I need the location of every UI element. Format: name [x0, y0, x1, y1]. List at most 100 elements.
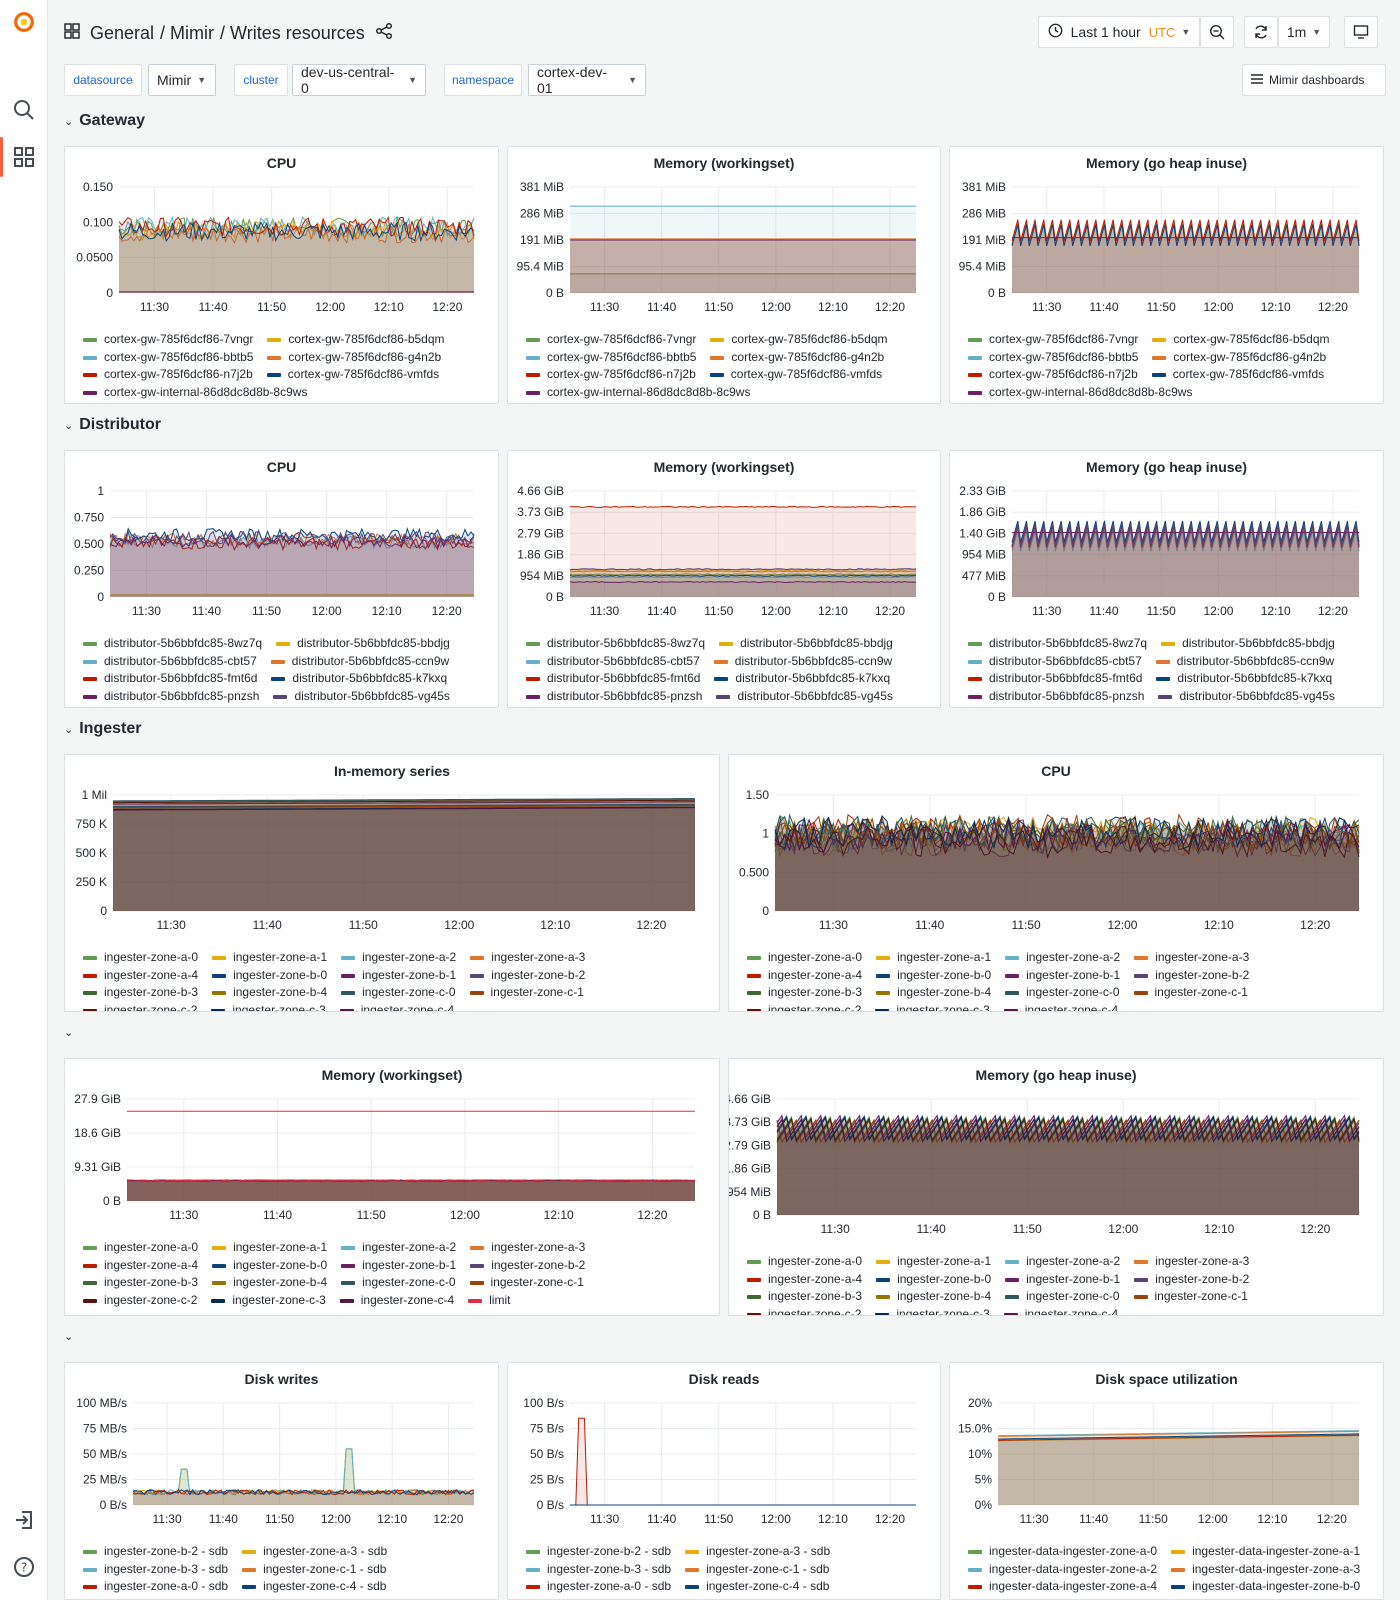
legend-item[interactable]: distributor-5b6bbfdc85-8wz7q	[83, 635, 262, 653]
legend-item[interactable]: ingester-zone-a-4	[83, 1257, 198, 1275]
panel-ingester-series[interactable]: In-memory series 1 Mil 750 K 500 K 250 K 0 11:…	[64, 754, 720, 1012]
legend-item[interactable]: limit	[468, 1292, 510, 1310]
legend-item[interactable]: cortex-gw-785f6dcf86-bbtb5	[83, 349, 253, 367]
legend-item[interactable]: ingester-zone-c-4 - sdb	[242, 1578, 386, 1596]
legend-item[interactable]: distributor-5b6bbfdc85-ccn9w	[270, 653, 449, 671]
legend-item[interactable]: ingester-zone-b-2	[470, 967, 585, 985]
legend-item[interactable]: ingester-zone-c-3	[875, 1002, 990, 1011]
legend-item[interactable]: ingester-zone-c-4	[339, 1292, 454, 1310]
legend-item[interactable]: cortex-gw-internal-86d8dc8d8b-8c9ws	[526, 384, 750, 402]
legend-item[interactable]: ingester-zone-c-1	[1133, 984, 1248, 1002]
legend-item[interactable]: ingester-zone-c-3	[875, 1306, 990, 1315]
legend-item[interactable]: ingester-zone-c-4	[339, 1002, 454, 1011]
legend-item[interactable]: distributor-5b6bbfdc85-8wz7q	[968, 635, 1147, 653]
legend-item[interactable]: cortex-gw-785f6dcf86-7vngr	[968, 331, 1138, 349]
share-icon[interactable]	[375, 22, 393, 45]
legend-item[interactable]: ingester-zone-a-3	[1134, 949, 1249, 967]
legend-item[interactable]: ingester-zone-b-0	[876, 1271, 991, 1289]
legend-item[interactable]: ingester-zone-a-4	[83, 967, 198, 985]
dashboards-icon[interactable]	[12, 145, 36, 169]
legend-item[interactable]: distributor-5b6bbfdc85-vg45s	[716, 688, 893, 706]
row-ingester[interactable]: ⌄ Ingester	[64, 720, 141, 738]
legend-item[interactable]: cortex-gw-785f6dcf86-n7j2b	[968, 366, 1138, 384]
legend-item[interactable]: ingester-zone-c-3	[211, 1002, 326, 1011]
legend-item[interactable]: ingester-zone-c-1	[469, 1274, 584, 1292]
legend-item[interactable]: ingester-zone-c-2	[747, 1002, 861, 1011]
legend-item[interactable]: ingester-zone-b-3	[747, 984, 862, 1002]
datasource-select[interactable]: Mimir ▼	[148, 64, 216, 96]
legend-item[interactable]: ingester-zone-c-4	[1003, 1002, 1118, 1011]
legend-item[interactable]: ingester-zone-b-2	[470, 1257, 585, 1275]
breadcrumb-folder[interactable]: General	[90, 22, 155, 43]
legend-item[interactable]: ingester-zone-b-2	[1134, 967, 1249, 985]
legend-item[interactable]: distributor-5b6bbfdc85-vg45s	[1158, 688, 1335, 706]
legend-item[interactable]: ingester-zone-b-0	[876, 967, 991, 985]
legend-item[interactable]: cortex-gw-785f6dcf86-g4n2b	[1152, 349, 1326, 367]
refresh-interval-picker[interactable]: 1m ▼	[1278, 16, 1330, 48]
legend-item[interactable]: cortex-gw-internal-86d8dc8d8b-8c9ws	[83, 384, 307, 402]
legend-item[interactable]: ingester-zone-b-1	[341, 1257, 456, 1275]
legend-item[interactable]: ingester-zone-c-1 - sdb	[242, 1561, 386, 1579]
legend-item[interactable]: cortex-gw-internal-86d8dc8d8b-8c9ws	[968, 384, 1192, 402]
legend-item[interactable]: ingester-zone-c-4 - sdb	[685, 1578, 829, 1596]
legend-item[interactable]: cortex-gw-785f6dcf86-vmfds	[266, 366, 439, 384]
legend-item[interactable]: distributor-5b6bbfdc85-bbdjg	[1161, 635, 1335, 653]
legend-item[interactable]: ingester-data-ingester-zone-a-4	[968, 1578, 1157, 1596]
legend-item[interactable]: ingester-zone-a-3	[470, 1239, 585, 1257]
legend-item[interactable]: ingester-zone-c-0	[341, 1274, 456, 1292]
legend-item[interactable]: distributor-5b6bbfdc85-vg45s	[273, 688, 450, 706]
legend-item[interactable]: cortex-gw-785f6dcf86-n7j2b	[526, 366, 696, 384]
mimir-dashboards-link[interactable]: Mimir dashboards	[1242, 64, 1386, 96]
row-gateway[interactable]: ⌄ Gateway	[64, 112, 145, 130]
legend-item[interactable]: distributor-5b6bbfdc85-cbt57	[83, 653, 257, 671]
legend-item[interactable]: cortex-gw-785f6dcf86-bbtb5	[968, 349, 1138, 367]
legend-item[interactable]: ingester-zone-c-1 - sdb	[685, 1561, 829, 1579]
legend-item[interactable]: ingester-zone-a-1	[212, 949, 327, 967]
legend-item[interactable]: distributor-5b6bbfdc85-fmt6d	[968, 670, 1142, 688]
panel-distributor-memory-workingset[interactable]: Memory (workingset) 4.66 GiB 3.73 GiB 2.79 …	[507, 450, 941, 708]
panel-ingester-cpu[interactable]: CPU 1.50 1 0.500 0 11:30 11:40 11:50 12:00 12:10 1…	[728, 754, 1384, 1012]
legend-item[interactable]: ingester-zone-c-2	[83, 1292, 197, 1310]
legend-item[interactable]: ingester-zone-a-0	[83, 949, 198, 967]
legend-item[interactable]: ingester-data-ingester-zone-a-2	[968, 1561, 1157, 1579]
legend-item[interactable]: ingester-zone-b-1	[341, 967, 456, 985]
panel-ingester-memory-heap[interactable]: Memory (go heap inuse) 4.66 GiB 3.73 GiB 2.…	[728, 1058, 1384, 1316]
legend-item[interactable]: cortex-gw-785f6dcf86-vmfds	[1151, 366, 1324, 384]
row-distributor[interactable]: ⌄ Distributor	[64, 416, 161, 434]
legend-item[interactable]: ingester-zone-a-0 - sdb	[83, 1578, 228, 1596]
legend-item[interactable]: distributor-5b6bbfdc85-cbt57	[968, 653, 1142, 671]
panel-gateway-cpu[interactable]: CPU 0.150 0.100 0.0500 0 11:30 11:40 11:50 12:00…	[64, 146, 499, 404]
legend-item[interactable]: distributor-5b6bbfdc85-k7kxq	[1156, 670, 1332, 688]
legend-item[interactable]: cortex-gw-785f6dcf86-b5dqm	[710, 331, 888, 349]
legend-item[interactable]: ingester-zone-b-3 - sdb	[83, 1561, 228, 1579]
legend-item[interactable]: ingester-zone-a-1	[876, 949, 991, 967]
legend-item[interactable]: ingester-zone-b-2 - sdb	[526, 1543, 671, 1561]
tv-mode-button[interactable]	[1344, 16, 1378, 48]
legend-item[interactable]: ingester-zone-a-0	[747, 1253, 862, 1271]
legend-item[interactable]: ingester-zone-b-4	[212, 984, 327, 1002]
legend-item[interactable]: ingester-zone-b-4	[876, 1288, 991, 1306]
legend-item[interactable]: ingester-zone-c-2	[83, 1002, 197, 1011]
sign-in-icon[interactable]	[12, 1508, 36, 1532]
panel-disk-writes[interactable]: Disk writes 100 MB/s 75 MB/s 50 MB/s 25 MB/s…	[64, 1362, 499, 1600]
legend-item[interactable]: distributor-5b6bbfdc85-bbdjg	[719, 635, 893, 653]
panel-distributor-cpu[interactable]: CPU 1 0.750 0.500 0.250 0 11:30 11:40 11:50 12:00…	[64, 450, 499, 708]
panel-distributor-memory-heap[interactable]: Memory (go heap inuse) 2.33 GiB 1.86 GiB 1.…	[949, 450, 1384, 708]
panel-gateway-memory-workingset[interactable]: Memory (workingset) 381 MiB 286 MiB 191 MiB…	[507, 146, 941, 404]
legend-item[interactable]: ingester-zone-a-4	[747, 967, 862, 985]
legend-item[interactable]: ingester-zone-a-2	[1005, 949, 1120, 967]
legend-item[interactable]: cortex-gw-785f6dcf86-7vngr	[526, 331, 696, 349]
legend-item[interactable]: distributor-5b6bbfdc85-pnzsh	[83, 688, 259, 706]
legend-item[interactable]: distributor-5b6bbfdc85-cbt57	[526, 653, 700, 671]
legend-item[interactable]: cortex-gw-785f6dcf86-b5dqm	[1152, 331, 1330, 349]
legend-item[interactable]: ingester-zone-c-1	[1133, 1288, 1248, 1306]
legend-item[interactable]: ingester-data-ingester-zone-a-3	[1171, 1561, 1360, 1579]
legend-item[interactable]: cortex-gw-785f6dcf86-b5dqm	[267, 331, 445, 349]
legend-item[interactable]: ingester-zone-c-0	[1005, 1288, 1120, 1306]
legend-item[interactable]: distributor-5b6bbfdc85-fmt6d	[526, 670, 700, 688]
legend-item[interactable]: ingester-zone-a-3	[1134, 1253, 1249, 1271]
panel-gateway-memory-heap[interactable]: Memory (go heap inuse) 381 MiB 286 MiB 191 …	[949, 146, 1384, 404]
legend-item[interactable]: cortex-gw-785f6dcf86-vmfds	[709, 366, 882, 384]
namespace-select[interactable]: cortex-dev-01 ▼	[528, 64, 646, 96]
legend-item[interactable]: ingester-zone-c-3	[211, 1292, 326, 1310]
